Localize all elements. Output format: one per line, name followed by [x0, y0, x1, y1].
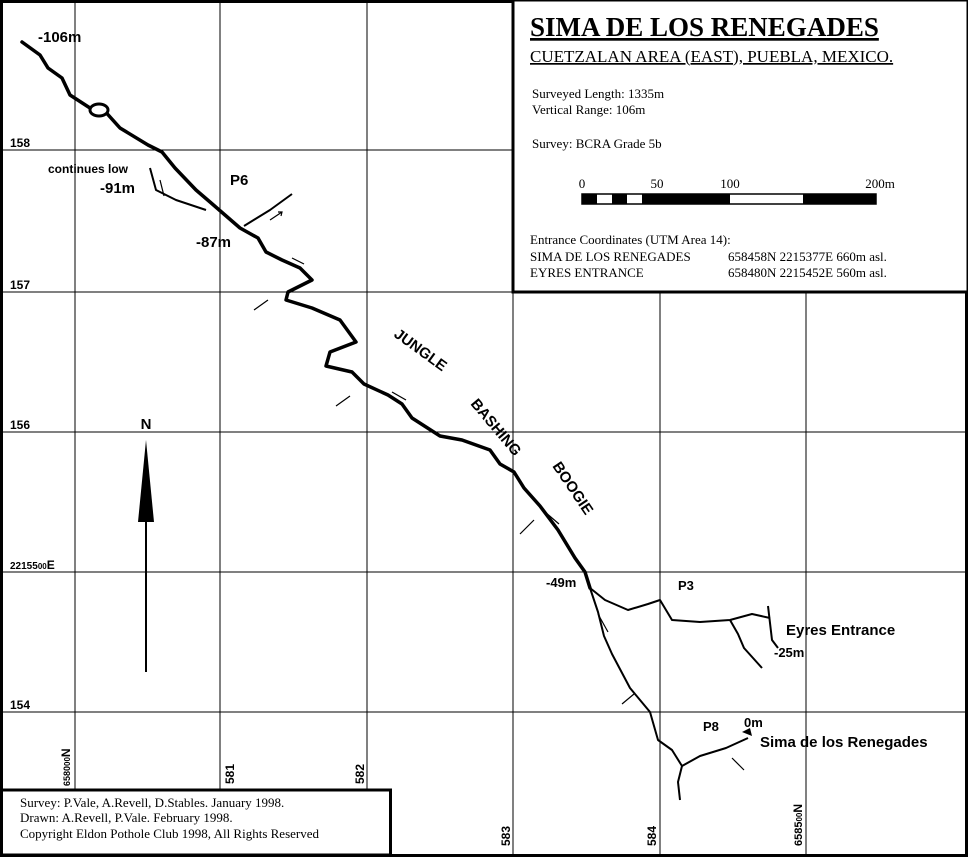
ref-prefix: 6580 [62, 766, 72, 786]
survey-grade: Survey: BCRA Grade 5b [532, 136, 662, 151]
north-label: N [141, 416, 152, 433]
ref-suffix: N [791, 804, 805, 813]
credit-line: Copyright Eldon Pothole Club 1998, All R… [20, 826, 320, 841]
easting-ref: 658000N [59, 748, 73, 786]
pitch-label: P3 [678, 578, 694, 593]
northing-ref: 2215500E [10, 558, 55, 572]
depth-label: 0m [744, 715, 763, 730]
note-label: continues low [48, 162, 129, 176]
vertical-range: Vertical Range: 106m [532, 102, 645, 117]
entrance-label: Sima de los Renegades [760, 734, 928, 751]
entrance-name: SIMA DE LOS RENEGADES [530, 249, 691, 264]
cave-passages [20, 40, 779, 801]
map-title: SIMA DE LOS RENEGADES [530, 12, 879, 42]
depth-label: -25m [774, 645, 804, 660]
ref-prefix: 22155 [10, 561, 38, 572]
scale-label: 0 [579, 176, 586, 191]
scale-label: 100 [720, 176, 740, 191]
ref-prefix: 6585 [793, 822, 805, 846]
ref-small: 00 [63, 757, 72, 766]
grid-labels: 158 157 156 154 2215500E 581 582 583 584… [10, 136, 805, 846]
credits-box [0, 788, 392, 857]
entrance-label: Eyres Entrance [786, 622, 895, 639]
credit-line: Survey: P.Vale, A.Revell, D.Stables. Jan… [20, 795, 284, 810]
pitch-label: P6 [230, 172, 248, 189]
easting-label: 584 [645, 826, 659, 846]
ref-small: 00 [795, 812, 804, 821]
credit-line: Drawn: A.Revell, P.Vale. February 1998. [20, 810, 233, 825]
coordinates-heading: Entrance Coordinates (UTM Area 14): [530, 232, 731, 247]
pitch-label: P8 [703, 719, 719, 734]
flow-arrows [159, 179, 745, 771]
depth-label: -91m [100, 180, 135, 197]
depth-label: -49m [546, 575, 576, 590]
ref-small: 00 [38, 562, 47, 571]
depth-label: -106m [38, 29, 81, 46]
northing-label: 157 [10, 278, 30, 292]
surveyed-length: Surveyed Length: 1335m [532, 86, 664, 101]
depth-label: -87m [196, 234, 231, 251]
easting-ref: 658500N [791, 804, 805, 846]
entrance-coords: 658480N 2215452E 560m asl. [728, 265, 887, 280]
title-block [511, 0, 968, 294]
entrance-coords: 658458N 2215377E 660m asl. [728, 249, 887, 264]
scale-label: 200m [865, 176, 895, 191]
ref-suffix: E [47, 558, 55, 572]
north-arrow: N [138, 416, 154, 672]
scale-label: 50 [651, 176, 664, 191]
map-subtitle: CUETZALAN AREA (EAST), PUEBLA, MEXICO. [530, 47, 893, 66]
easting-label: 581 [223, 764, 237, 784]
northing-label: 158 [10, 136, 30, 150]
easting-label: 583 [499, 826, 513, 846]
scale-bar: 0 50 100 200m [579, 176, 895, 205]
entrance-name: EYRES ENTRANCE [530, 265, 644, 280]
easting-label: 582 [353, 764, 367, 784]
northing-label: 156 [10, 418, 30, 432]
ref-suffix: N [59, 748, 73, 757]
northing-label: 154 [10, 698, 30, 712]
